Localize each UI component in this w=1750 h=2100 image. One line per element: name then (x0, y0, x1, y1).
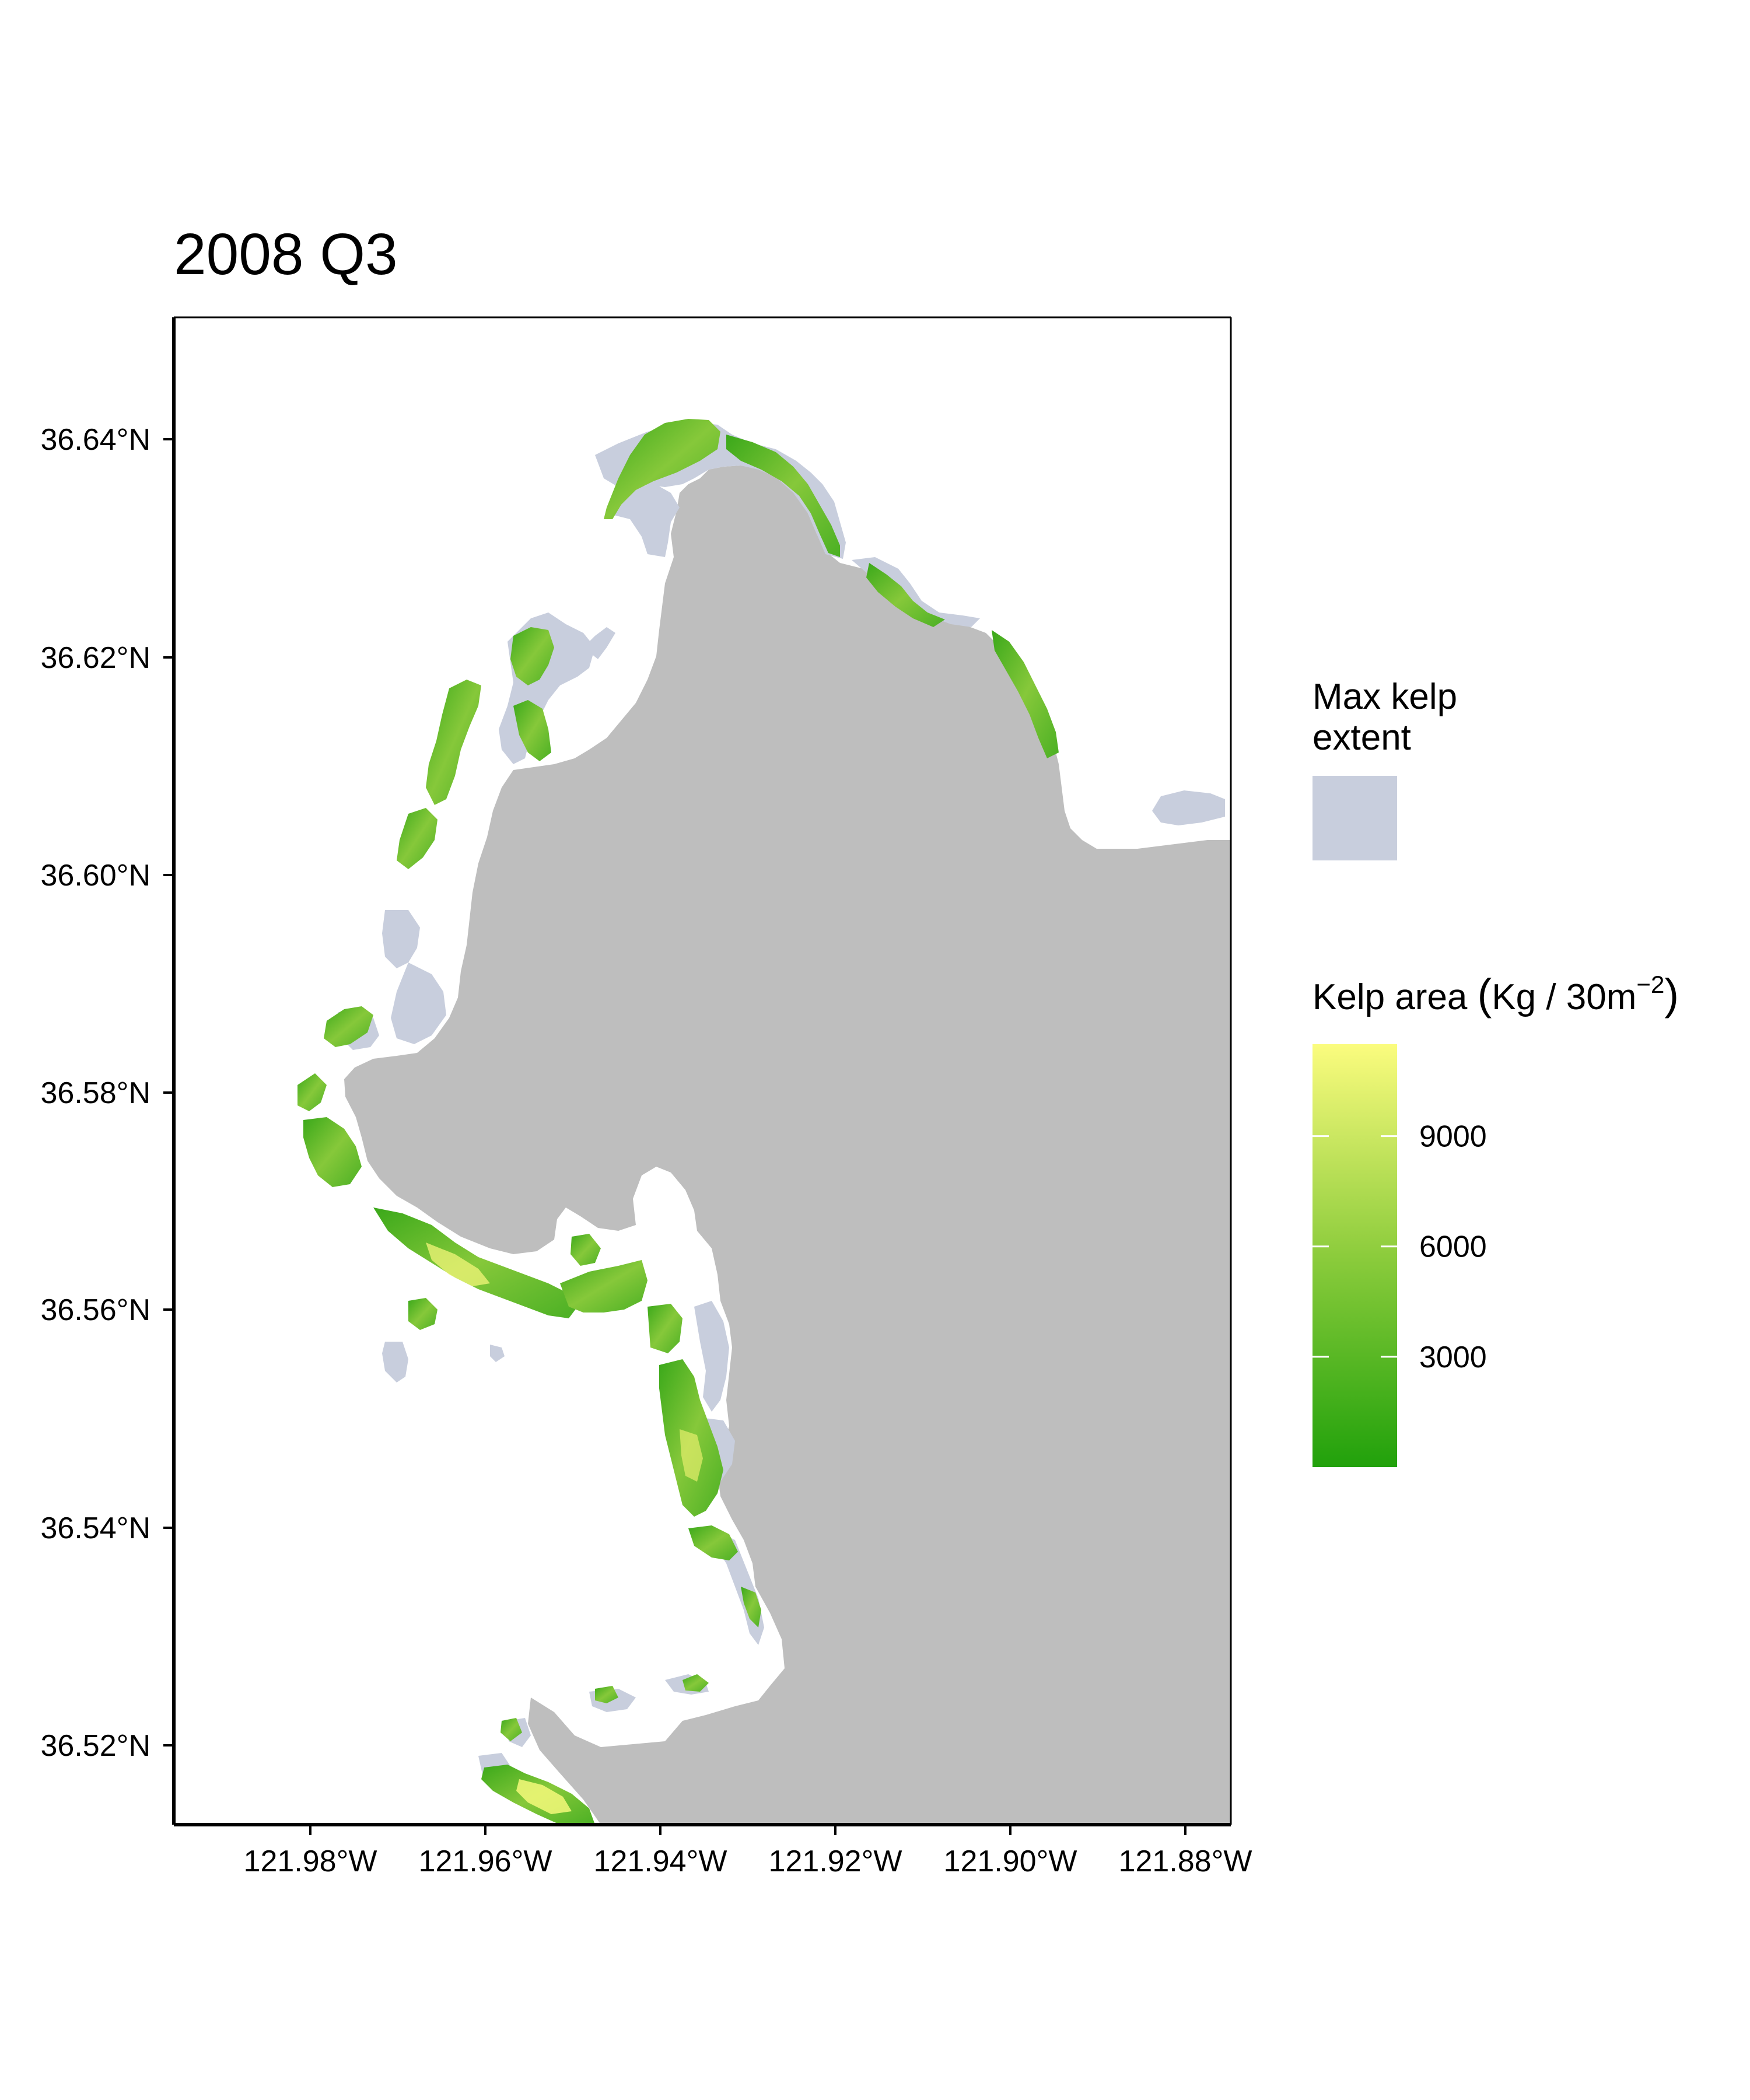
legend-area-title-paren-close: ) (1664, 970, 1679, 1019)
x-tick-label: 121.94°W (594, 1845, 727, 1878)
legend-extent-swatch (1312, 776, 1397, 860)
legend-area-title-units: Kg / 30m (1492, 977, 1636, 1017)
map-panel (174, 317, 1231, 1825)
y-tick-label: 36.64°N (41, 423, 150, 457)
legend-extent-title-line1: Max kelp (1312, 677, 1457, 717)
legend-area-title-paren-open: ( (1478, 970, 1492, 1019)
legend-area-title-superscript: −2 (1636, 971, 1664, 998)
legend-max-extent: Max kelp extent (1312, 677, 1457, 860)
y-tick-label: 36.52°N (41, 1729, 150, 1763)
x-axis: 121.98°W 121.96°W 121.94°W 121.92°W 121.… (244, 1825, 1252, 1878)
legend-colorbar (1312, 1044, 1397, 1467)
x-tick-label: 121.88°W (1119, 1845, 1252, 1878)
colorbar-tick-label: 6000 (1419, 1230, 1487, 1264)
x-tick-label: 121.98°W (244, 1845, 377, 1878)
legend-extent-title-line2: extent (1312, 718, 1411, 758)
y-tick-label: 36.54°N (41, 1511, 150, 1545)
x-tick-label: 121.92°W (769, 1845, 902, 1878)
colorbar-tick-label: 9000 (1419, 1120, 1487, 1154)
colorbar-tick-label: 3000 (1419, 1340, 1487, 1374)
legend-area-title: Kelp area (Kg / 30m−2) (1312, 970, 1679, 1019)
y-axis: 36.64°N 36.62°N 36.60°N 36.58°N 36.56°N … (41, 423, 174, 1763)
y-tick-label: 36.56°N (41, 1293, 150, 1327)
y-tick-label: 36.62°N (41, 641, 150, 675)
legend-area-title-prefix: Kelp area (1312, 977, 1478, 1017)
x-tick-label: 121.96°W (419, 1845, 552, 1878)
y-tick-label: 36.58°N (41, 1076, 150, 1110)
chart-title: 2008 Q3 (174, 222, 398, 287)
legend-kelp-area: Kelp area (Kg / 30m−2) 9000 6000 3000 (1312, 970, 1679, 1467)
x-tick-label: 121.90°W (944, 1845, 1077, 1878)
y-tick-label: 36.60°N (41, 859, 150, 892)
